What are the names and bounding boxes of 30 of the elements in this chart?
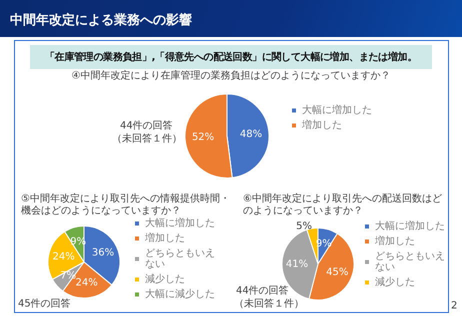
legend-label: 増加した [144, 232, 185, 244]
legend-label: 大幅に減少した [145, 288, 215, 300]
legend-label: 減少した [375, 276, 415, 288]
data-label: 24% [76, 277, 98, 288]
text: 44件の回答 [120, 120, 173, 132]
legend-label: 減少した [145, 273, 185, 285]
text: 45件の回答 [18, 298, 71, 310]
chart-title: ⑥中間年改定により取引先への配送回数はどのようになっていますか？ [243, 192, 442, 216]
chart-title: ⑤中間年改定により取引先への情報提供時間・機会はどのようになっていますか？ [21, 192, 230, 216]
legend-label: どちらともいえない [375, 251, 445, 273]
text: 44件の回答 [236, 284, 289, 296]
data-label: 52% [192, 132, 214, 144]
chart-subtitle: 「在庫管理の業務負担」,「得意先への配送回数」に関して大幅に増加、または増加。 [30, 45, 432, 69]
legend-label: 増加した [374, 235, 415, 247]
data-label: 45% [326, 266, 348, 278]
legend-label: 増加した [301, 119, 342, 131]
chart-title: 中間年改定による業務への影響 [10, 12, 192, 29]
data-label: 36% [92, 248, 114, 259]
legend-label: 大幅に増加した [375, 220, 445, 232]
legend-label: 大幅に増加した [145, 217, 215, 229]
text: 2 [451, 300, 458, 312]
legend-label: 大幅に増加した [302, 104, 372, 116]
data-label: 5% [296, 220, 312, 232]
text: ④中間年改定により在庫管理の業務負担はどのようになっていますか？ [72, 70, 390, 82]
text: （未回答１件） [234, 298, 304, 310]
data-label: 41% [286, 259, 308, 270]
text: （未回答１件） [112, 132, 182, 144]
data-label: 48% [240, 128, 262, 140]
data-label: 24% [52, 251, 75, 262]
legend-label: どちらともいえない [145, 248, 215, 270]
